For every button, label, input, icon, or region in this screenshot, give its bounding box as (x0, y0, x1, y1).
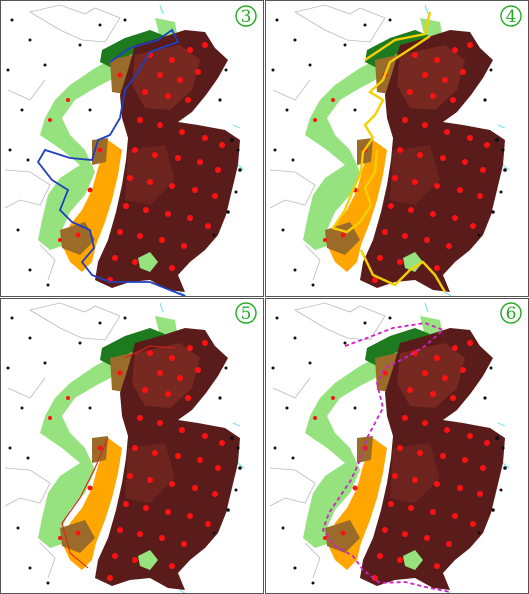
map-panel-6 (265, 298, 529, 594)
panel-badge-4: 4 (500, 5, 522, 27)
zone-outline-5 (61, 345, 176, 569)
zone-outline-4 (331, 11, 447, 293)
map-panel-3 (0, 0, 264, 297)
svg-text:3: 3 (241, 7, 252, 27)
zone-outline-6 (321, 322, 451, 593)
map-panel-5 (0, 298, 264, 594)
panel-badge-3: 3 (235, 5, 257, 27)
panel-badge-5: 5 (235, 302, 257, 324)
map-panel-4 (265, 0, 529, 297)
svg-text:6: 6 (506, 304, 517, 324)
svg-text:4: 4 (506, 7, 517, 27)
zone-outline-3 (36, 28, 186, 297)
svg-text:5: 5 (241, 304, 252, 324)
panel-badge-6: 6 (500, 302, 522, 324)
